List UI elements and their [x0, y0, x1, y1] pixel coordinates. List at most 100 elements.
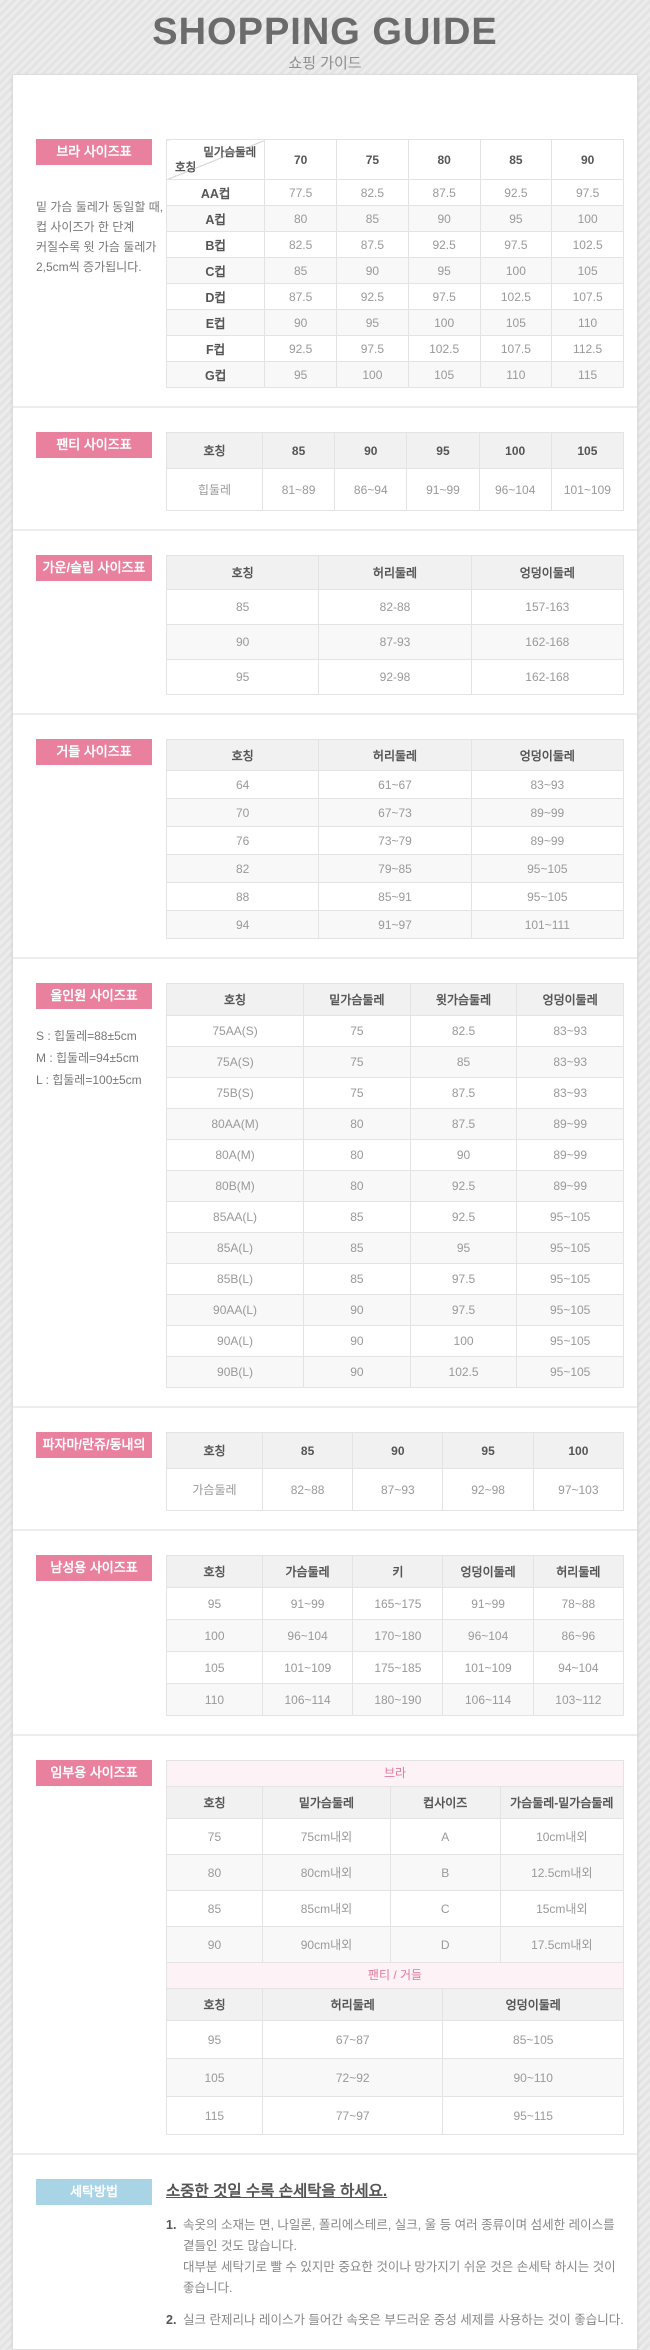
- row-label-cell: A컵: [165, 205, 266, 232]
- column-header: 100: [478, 432, 552, 469]
- section-label-panty: 팬티 사이즈표: [36, 432, 152, 458]
- bra-note: 밑 가슴 둘레가 동일할 때, 컵 사이즈가 한 단계 커질수록 윗 가슴 둘레가 2…: [36, 197, 163, 277]
- value-cell: 103~112: [532, 1683, 625, 1716]
- page-title: SHOPPING GUIDE: [152, 11, 498, 53]
- value-cell: 90: [303, 1356, 411, 1388]
- column-header: 윗가슴둘레: [409, 983, 518, 1016]
- value-cell: 112.5: [551, 335, 624, 362]
- row-label-cell: 64: [165, 770, 320, 799]
- table: 밑가슴둘레 호칭 70 75 80 85 90 AA컵 77.5 82.5 87.5 92.5 97.5…: [165, 139, 624, 388]
- table-row: 70 67~73 89~99: [165, 798, 625, 827]
- mens-size-table: 호칭 가슴둘레 키 엉덩이둘레 허리둘레 95 91~99 165~175 91~99 78~88…: [166, 1555, 625, 1716]
- table-row: 80AA(M) 80 87.5 89~99: [165, 1108, 624, 1140]
- value-cell: 80: [264, 205, 337, 232]
- value-cell: 107.5: [479, 335, 553, 362]
- section-pajama: 파자마/란쥬/동내의 호칭 85 90 95 100 가슴둘레 82~88 87~93 92~9…: [13, 1406, 637, 1529]
- value-cell: 83~93: [470, 770, 625, 799]
- table-row: 90B(L) 90 102.5 95~105: [165, 1356, 624, 1388]
- value-cell: 95~105: [516, 1325, 624, 1357]
- row-label-cell: 85AA(L): [165, 1201, 305, 1233]
- column-header: 허리둘레: [261, 1988, 444, 2021]
- value-cell: 90: [336, 257, 409, 284]
- value-cell: 95: [407, 257, 481, 284]
- section-maternity: 임부용 사이즈표 브라 호칭 밑가슴둘레 컵사이즈 가슴둘레-밑가슴둘레 75 75cm내…: [13, 1734, 637, 2153]
- note-line: S : 힙둘레=88±5cm: [36, 1029, 137, 1043]
- page-header: SHOPPING GUIDE 쇼핑 가이드: [0, 0, 650, 74]
- value-cell: 97~103: [532, 1468, 625, 1511]
- column-header: 밑가슴둘레: [303, 983, 411, 1016]
- washing-item: 1. 속옷의 소재는 면, 나일론, 폴리에스테르, 실크, 울 등 여러 종류이…: [166, 2215, 624, 2299]
- section-panty: 팬티 사이즈표 호칭 85 90 95 100 105 힙둘레 81~89 86~94 91~99…: [13, 406, 637, 529]
- value-cell: 95~105: [516, 1201, 624, 1233]
- value-cell: 110: [479, 361, 553, 388]
- row-label-cell: 94: [165, 910, 320, 939]
- washing-item-line: 실크 란제리나 레이스가 들어간 속옷은 부드러운 중성 세제를 사용하는 것이…: [183, 2313, 624, 2327]
- value-cell: 101~109: [442, 1651, 534, 1684]
- table-row: 76 73~79 89~99: [165, 826, 625, 855]
- value-cell: 75: [303, 1046, 411, 1078]
- value-cell: 87-93: [318, 624, 472, 660]
- maternity-bra-table: 호칭 밑가슴둘레 컵사이즈 가슴둘레-밑가슴둘레 75 75cm내외 A 10cm내외 80 80…: [166, 1786, 625, 1963]
- value-cell: 83~93: [516, 1046, 624, 1078]
- washing-title: 소중한 것일 수록 손세탁을 하세요.: [166, 2183, 388, 2200]
- value-cell: 105: [407, 361, 481, 388]
- table-row: 90 87-93 162-168: [165, 624, 625, 660]
- value-cell: D: [389, 1926, 501, 1963]
- column-header: 80: [407, 139, 481, 180]
- table-row: E컵 90 95 100 105 110: [165, 309, 624, 336]
- note-line: 커질수록 윗 가슴 둘레가: [36, 240, 157, 254]
- column-header: 95: [406, 432, 480, 469]
- value-cell: 110: [551, 309, 624, 336]
- row-label-cell: 75: [166, 1818, 263, 1855]
- value-cell: 100: [551, 205, 624, 232]
- row-label-cell: 힙둘레: [166, 468, 263, 511]
- value-cell: 10cm내외: [499, 1818, 625, 1855]
- value-cell: 89~99: [470, 798, 625, 827]
- value-cell: 72~92: [261, 2058, 444, 2097]
- value-cell: 82~88: [261, 1468, 354, 1511]
- value-cell: 79~85: [318, 854, 472, 883]
- gown-size-table: 호칭 허리둘레 엉덩이둘레 85 82-88 157-163 90 87-93 162-168 9…: [165, 555, 625, 695]
- girdle-size-table: 호칭 허리둘레 엉덩이둘레 64 61~67 83~93 70 67~73 89~99 76 73~…: [165, 739, 625, 939]
- value-cell: 95~105: [516, 1232, 624, 1264]
- value-cell: 94~104: [532, 1651, 625, 1684]
- value-cell: 95: [479, 205, 553, 232]
- value-cell: 77~97: [261, 2096, 444, 2135]
- washing-items: 1. 속옷의 소재는 면, 나일론, 폴리에스테르, 실크, 울 등 여러 종류이…: [166, 2215, 624, 2331]
- value-cell: 85: [303, 1232, 411, 1264]
- value-cell: 73~79: [318, 826, 472, 855]
- value-cell: 86~96: [532, 1619, 625, 1652]
- row-label-cell: 115: [166, 2096, 263, 2135]
- note-line: M : 힙둘레=94±5cm: [36, 1051, 139, 1065]
- value-cell: 97.5: [407, 283, 481, 310]
- row-label-cell: F컵: [165, 335, 266, 362]
- value-cell: 105: [551, 257, 624, 284]
- table-row: 90AA(L) 90 97.5 95~105: [165, 1294, 624, 1326]
- table-row: 90A(L) 90 100 95~105: [165, 1325, 624, 1357]
- value-cell: 95~115: [442, 2096, 624, 2135]
- column-header: 가슴둘레: [261, 1555, 354, 1588]
- column-header: 엉덩이둘레: [470, 739, 625, 771]
- table-row: C컵 85 90 95 100 105: [165, 257, 624, 284]
- value-cell: 89~99: [516, 1108, 624, 1140]
- value-cell: 107.5: [551, 283, 624, 310]
- table: 호칭 허리둘레 엉덩이둘레 85 82-88 157-163 90 87-93 162-168 9…: [165, 555, 625, 695]
- table-row: B컵 82.5 87.5 92.5 97.5 102.5: [165, 231, 624, 258]
- value-cell: 92-98: [318, 659, 472, 695]
- washing-item: 2. 실크 란제리나 레이스가 들어간 속옷은 부드러운 중성 세제를 사용하는 …: [166, 2310, 624, 2331]
- table-row: 115 77~97 95~115: [166, 2096, 624, 2135]
- value-cell: 95~105: [470, 854, 625, 883]
- column-header: 85: [479, 139, 553, 180]
- column-header: 호칭: [166, 1988, 263, 2021]
- diagonal-header-cell: 밑가슴둘레 호칭: [165, 139, 266, 180]
- value-cell: 80: [303, 1170, 411, 1202]
- value-cell: 105: [479, 309, 553, 336]
- washing-item-number: 2.: [166, 2313, 177, 2327]
- value-cell: 89~99: [516, 1170, 624, 1202]
- value-cell: 95~105: [516, 1294, 624, 1326]
- note-line: 컵 사이즈가 한 단계: [36, 220, 135, 234]
- section-mens: 남성용 사이즈표 호칭 가슴둘레 키 엉덩이둘레 허리둘레 95 91~99 165~175 9…: [13, 1529, 637, 1734]
- value-cell: 82-88: [318, 589, 472, 625]
- value-cell: 87~93: [352, 1468, 444, 1511]
- table: 호칭 85 90 95 100 가슴둘레 82~88 87~93 92~98 97~103: [166, 1432, 625, 1511]
